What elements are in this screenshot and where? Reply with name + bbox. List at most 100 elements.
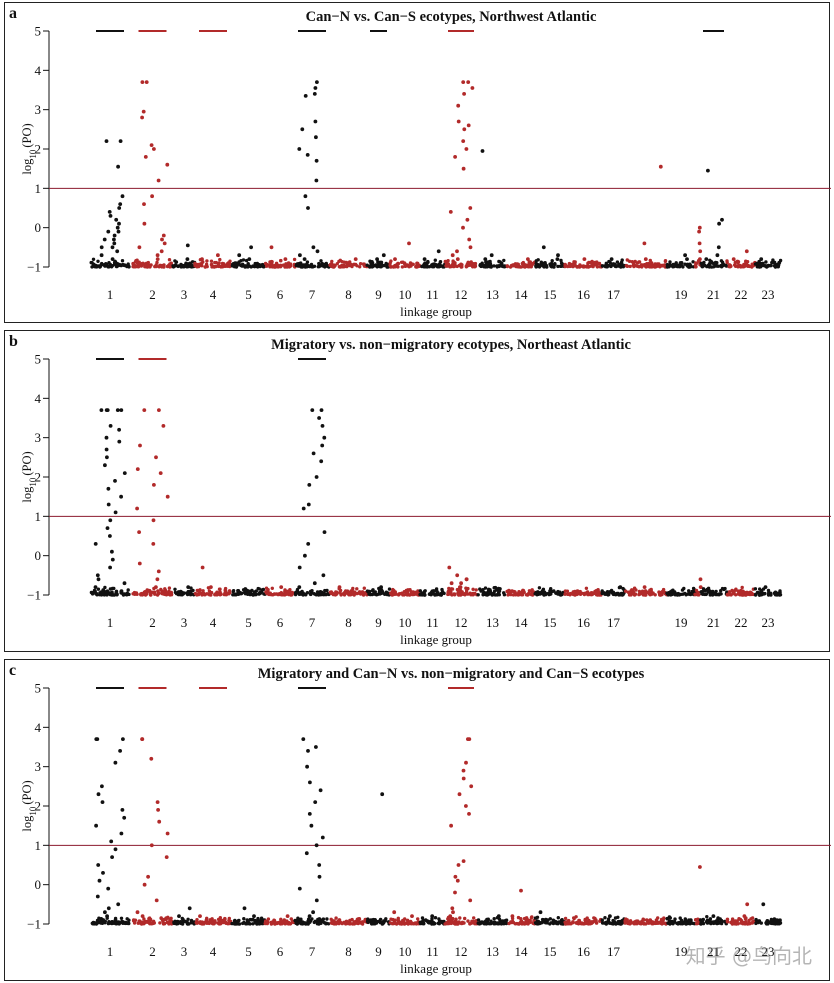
data-point	[165, 264, 170, 269]
y-tick-label: 0	[35, 548, 42, 563]
data-point	[274, 261, 279, 265]
data-point	[300, 127, 305, 132]
data-point	[301, 506, 306, 511]
data-point	[322, 530, 327, 534]
data-point	[179, 265, 183, 269]
data-point	[539, 260, 543, 264]
data-point	[550, 262, 554, 266]
data-point	[269, 922, 274, 926]
data-point	[456, 922, 460, 926]
data-point	[616, 919, 621, 924]
data-point	[99, 921, 103, 925]
data-point	[402, 918, 406, 923]
data-point	[151, 542, 156, 546]
data-point	[122, 471, 127, 475]
data-point	[698, 918, 703, 922]
data-point	[674, 592, 678, 596]
data-point	[509, 920, 513, 924]
data-point	[757, 262, 761, 266]
data-point	[657, 262, 661, 266]
linkage-group-2-points	[131, 408, 174, 597]
data-point	[565, 921, 569, 925]
data-point	[220, 261, 225, 266]
data-point	[723, 586, 727, 591]
data-point	[462, 92, 466, 96]
data-point	[472, 264, 476, 268]
data-point	[613, 592, 618, 597]
data-point	[492, 586, 496, 590]
data-point	[312, 581, 317, 586]
data-point	[448, 592, 452, 596]
data-point	[673, 917, 677, 921]
data-point	[662, 916, 666, 920]
data-point	[648, 258, 652, 263]
data-point	[644, 593, 648, 597]
data-point	[355, 587, 359, 591]
data-point	[302, 257, 307, 261]
data-point	[764, 260, 768, 264]
data-point	[224, 590, 228, 594]
data-point	[446, 917, 450, 921]
data-point	[422, 593, 427, 597]
data-point	[100, 800, 105, 804]
linkage-group-15-points	[534, 245, 566, 269]
data-point	[522, 916, 527, 921]
data-point	[298, 253, 302, 258]
data-point	[307, 812, 312, 816]
data-point	[265, 919, 269, 924]
data-point	[744, 593, 748, 597]
data-point	[677, 264, 681, 269]
y-tick-label: 1	[35, 838, 42, 853]
data-point	[700, 265, 705, 269]
data-point	[106, 921, 111, 926]
data-point	[715, 253, 720, 258]
data-point	[165, 831, 170, 836]
x-tick-label: 17	[607, 944, 621, 959]
data-point	[288, 262, 293, 266]
data-point	[445, 263, 450, 267]
data-point	[466, 260, 470, 264]
data-point	[305, 764, 309, 769]
data-point	[452, 593, 457, 597]
data-point	[464, 592, 468, 596]
data-point	[122, 815, 127, 820]
data-point	[447, 586, 451, 591]
data-point	[485, 262, 489, 266]
data-point	[771, 921, 776, 925]
data-point	[140, 914, 145, 918]
linkage-group-6-points	[263, 245, 297, 269]
data-point	[326, 922, 331, 926]
data-point	[190, 920, 194, 924]
data-point	[705, 920, 709, 924]
data-point	[114, 590, 118, 595]
data-point	[607, 259, 611, 264]
data-point	[546, 591, 551, 596]
data-point	[223, 586, 228, 591]
data-point	[772, 264, 777, 268]
data-point	[468, 898, 473, 903]
data-point	[247, 257, 252, 261]
data-point	[497, 259, 501, 264]
data-point	[118, 202, 123, 207]
data-point	[149, 593, 153, 597]
data-point	[162, 921, 167, 926]
data-point	[767, 591, 771, 595]
linkage-group-18-points	[624, 164, 668, 269]
data-point	[360, 920, 365, 924]
data-point	[259, 916, 264, 920]
data-point	[615, 260, 620, 264]
data-point	[586, 261, 590, 265]
data-point	[314, 745, 318, 749]
data-point	[517, 590, 521, 594]
data-point	[242, 906, 247, 911]
linkage-group-4-points	[194, 914, 233, 926]
x-tick-label: 3	[181, 615, 188, 630]
data-point	[504, 921, 509, 926]
data-point	[198, 588, 202, 592]
data-point	[568, 264, 572, 269]
linkage-group-17-points	[600, 585, 626, 597]
data-point	[375, 257, 379, 261]
data-point	[115, 225, 120, 230]
data-point	[122, 581, 127, 586]
manhattan-plot-b: b Migratory vs. non−migratory ecotypes, N…	[9, 333, 831, 647]
